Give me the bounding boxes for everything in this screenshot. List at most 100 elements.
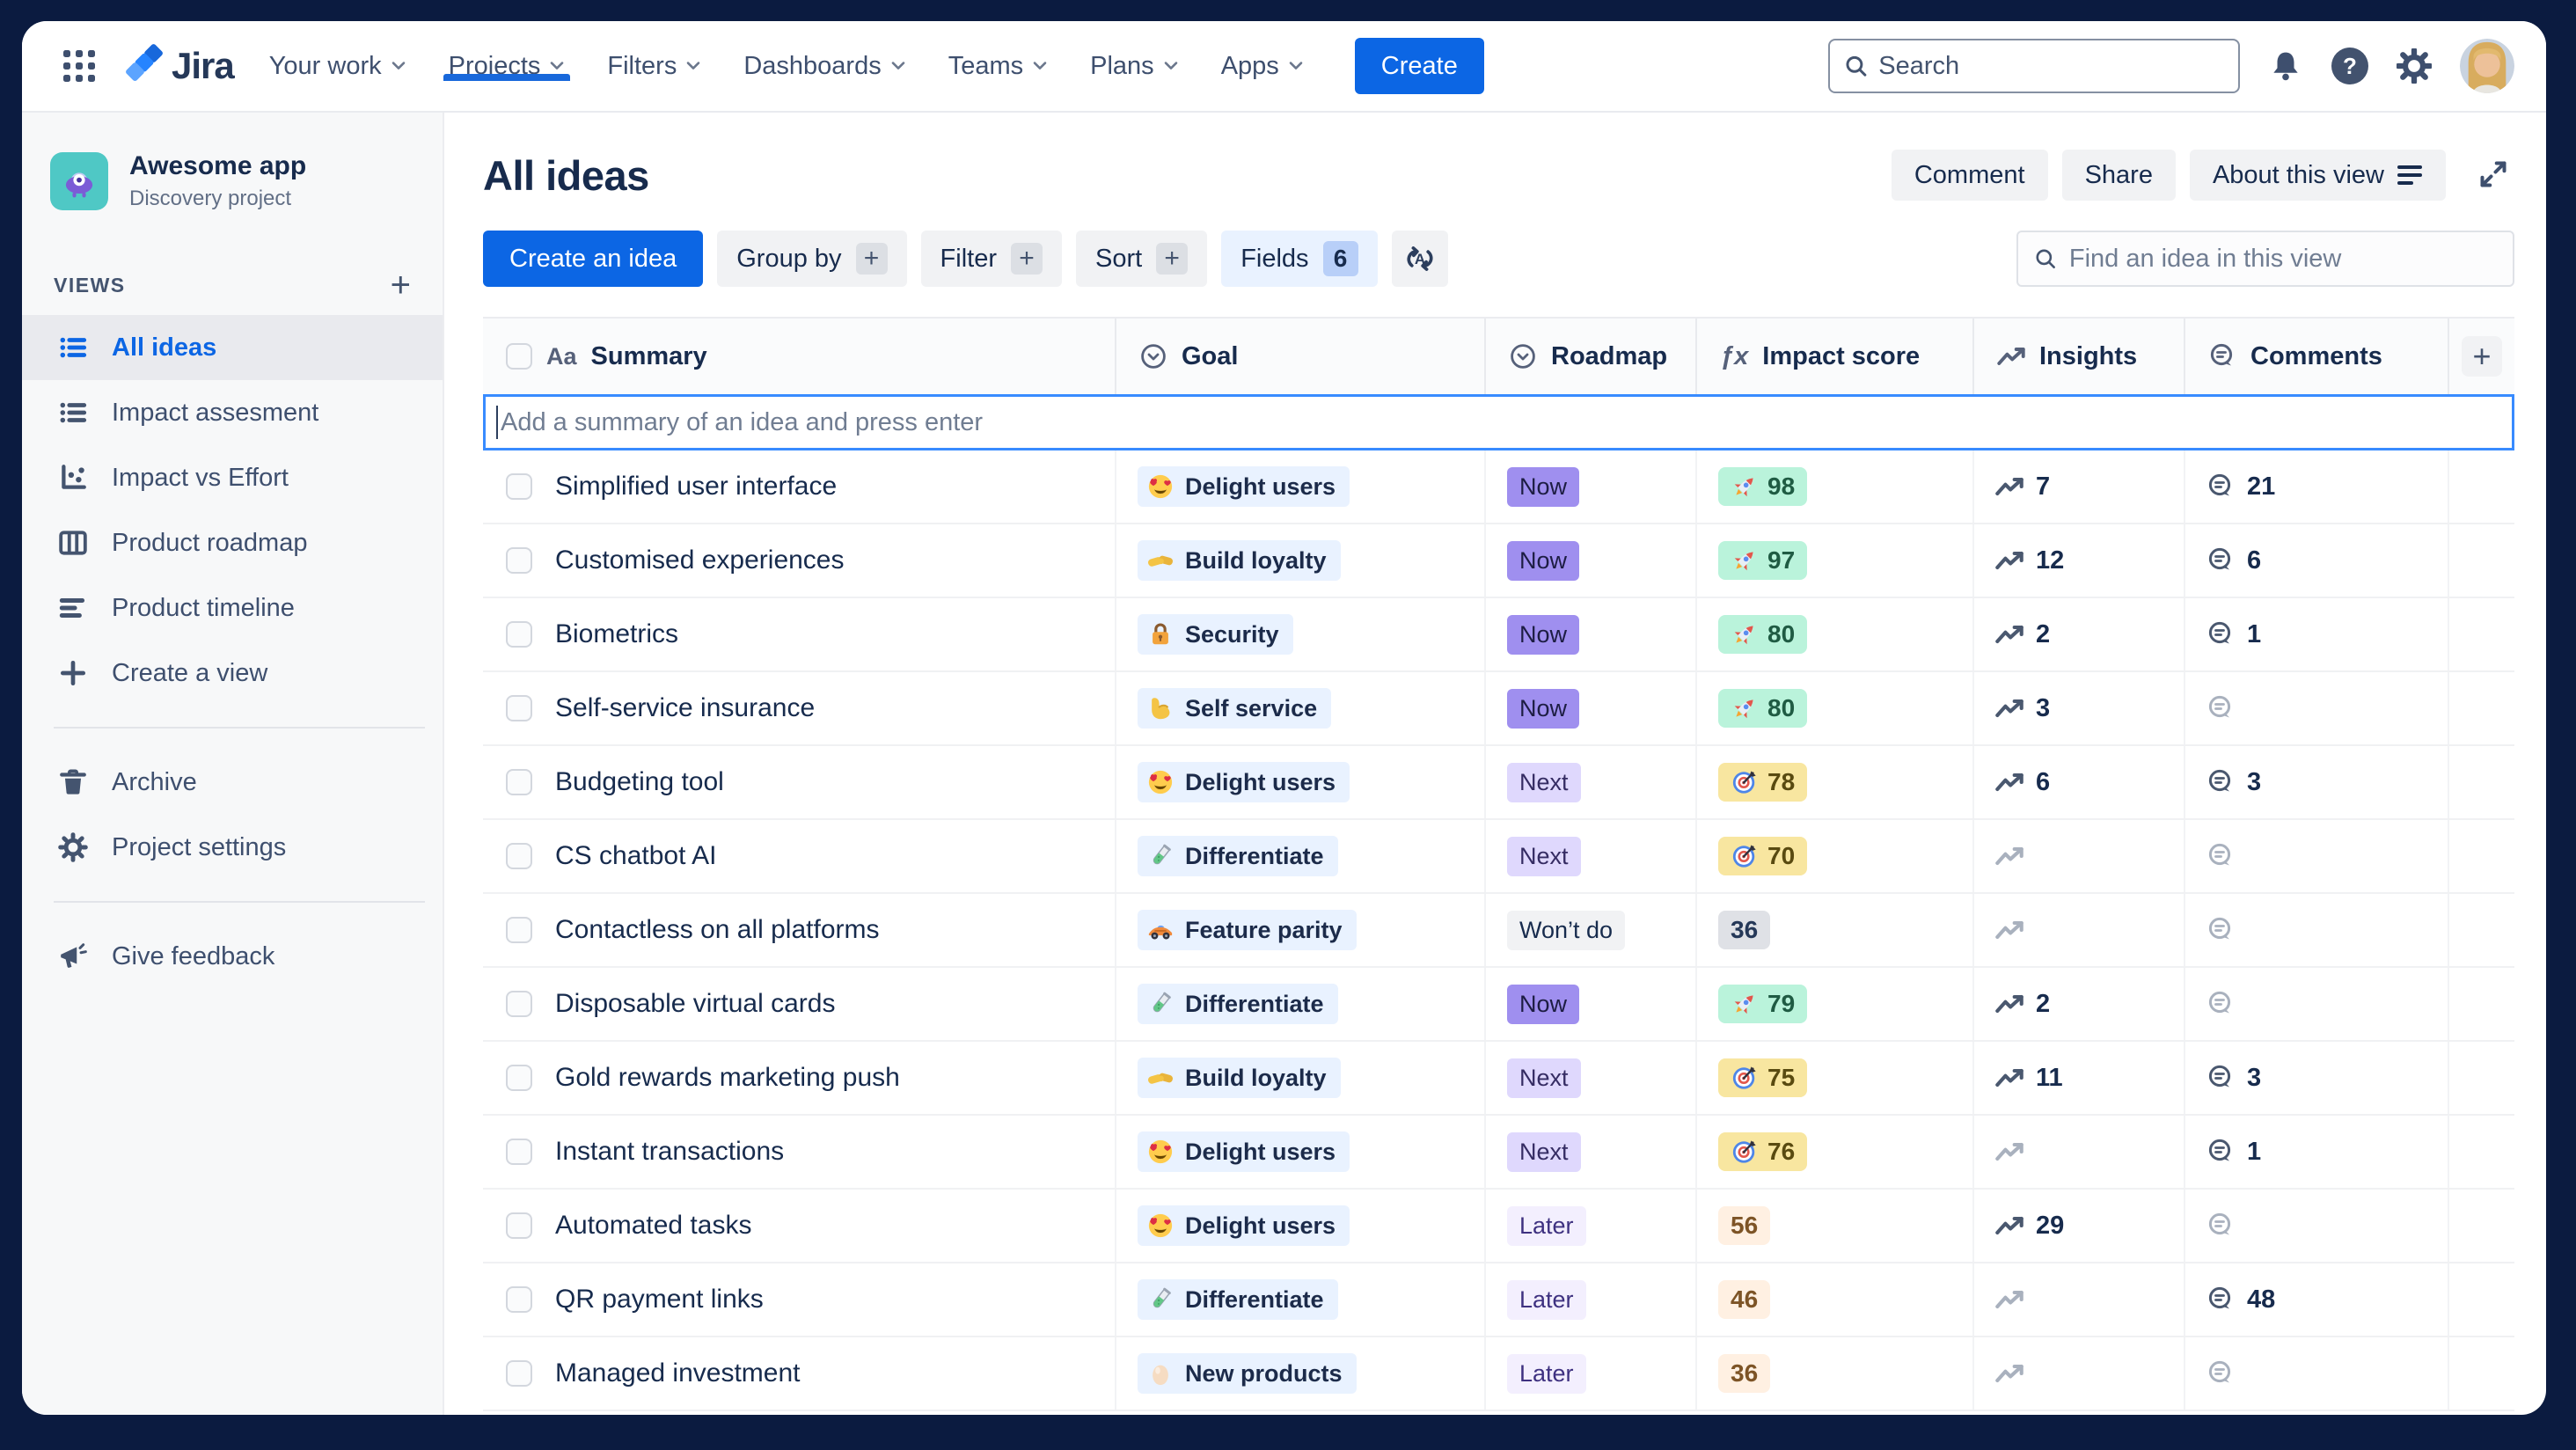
nav-apps[interactable]: Apps — [1221, 52, 1304, 81]
roadmap-chip[interactable]: Now — [1507, 540, 1580, 581]
impact-score-chip[interactable]: 76 — [1718, 1132, 1808, 1171]
sidebar-item-impact-vs-effort[interactable]: Impact vs Effort — [22, 445, 443, 510]
roadmap-chip[interactable]: Later — [1507, 1279, 1586, 1320]
column-header-goal[interactable]: Goal — [1116, 319, 1486, 394]
notifications-bell-icon[interactable] — [2266, 47, 2305, 85]
filter-button[interactable]: Filter + — [920, 231, 1062, 287]
sidebar-item-project-settings[interactable]: Project settings — [22, 815, 443, 880]
goal-chip[interactable]: Build loyalty — [1138, 1058, 1341, 1098]
impact-score-chip[interactable]: 80 — [1718, 689, 1808, 728]
goal-chip[interactable]: Build loyalty — [1138, 540, 1341, 581]
impact-score-chip[interactable]: 75 — [1718, 1058, 1808, 1097]
project-header[interactable]: Awesome app Discovery project — [22, 151, 443, 211]
sidebar-item-archive[interactable]: Archive — [22, 750, 443, 815]
fullscreen-expand-icon[interactable] — [2472, 154, 2514, 196]
roadmap-chip[interactable]: Next — [1507, 1131, 1581, 1172]
impact-score-chip[interactable]: 36 — [1718, 1354, 1771, 1393]
add-column-button[interactable]: + — [2462, 336, 2502, 377]
sort-button[interactable]: Sort + — [1076, 231, 1208, 287]
goal-chip[interactable]: Differentiate — [1138, 1279, 1338, 1320]
idea-row[interactable]: QR payment links Differentiate Later 46 48 — [483, 1263, 2514, 1337]
roadmap-chip[interactable]: Now — [1507, 614, 1580, 655]
row-checkbox[interactable] — [506, 1065, 532, 1091]
row-checkbox[interactable] — [506, 917, 532, 943]
idea-row[interactable]: Managed investment New products Later 36 — [483, 1337, 2514, 1411]
fields-button[interactable]: Fields 6 — [1221, 231, 1378, 287]
sidebar-item-product-roadmap[interactable]: Product roadmap — [22, 510, 443, 575]
goal-chip[interactable]: Delight users — [1138, 762, 1350, 802]
idea-row[interactable]: Self-service insurance Self service Now 80 3 — [483, 672, 2514, 746]
sidebar-item-give-feedback[interactable]: Give feedback — [22, 924, 443, 989]
sidebar-item-product-timeline[interactable]: Product timeline — [22, 575, 443, 641]
help-icon[interactable]: ? — [2331, 48, 2368, 84]
find-idea-search[interactable] — [2016, 231, 2514, 287]
row-checkbox[interactable] — [506, 547, 532, 574]
goal-chip[interactable]: Self service — [1138, 688, 1332, 729]
idea-row[interactable]: Customised experiences Build loyalty Now 97… — [483, 524, 2514, 598]
impact-score-chip[interactable]: 36 — [1718, 911, 1771, 949]
impact-score-chip[interactable]: 46 — [1718, 1280, 1771, 1319]
impact-score-chip[interactable]: 70 — [1718, 837, 1808, 875]
nav-filters[interactable]: Filters — [607, 52, 701, 81]
idea-row[interactable]: Biometrics Security Now 80 2 1 — [483, 598, 2514, 672]
jira-logo[interactable]: Jira — [124, 43, 235, 89]
roadmap-chip[interactable]: Later — [1507, 1205, 1586, 1246]
row-checkbox[interactable] — [506, 1286, 532, 1313]
goal-chip[interactable]: Differentiate — [1138, 836, 1338, 876]
find-idea-input[interactable] — [2068, 244, 2497, 274]
impact-score-chip[interactable]: 79 — [1718, 985, 1808, 1023]
select-all-checkbox[interactable] — [506, 343, 532, 370]
sort-alphabetical-icon[interactable]: A — [1391, 231, 1448, 287]
impact-score-chip[interactable]: 80 — [1718, 615, 1808, 654]
column-header-insights[interactable]: Insights — [1974, 319, 2185, 394]
row-checkbox[interactable] — [506, 1360, 532, 1387]
row-checkbox[interactable] — [506, 473, 532, 500]
goal-chip[interactable]: Delight users — [1138, 466, 1350, 507]
idea-row[interactable]: Contactless on all platforms Feature pari… — [483, 894, 2514, 968]
sidebar-item-impact-assesment[interactable]: Impact assesment — [22, 380, 443, 445]
app-switcher-icon[interactable] — [61, 48, 98, 84]
roadmap-chip[interactable]: Next — [1507, 762, 1581, 802]
sidebar-item-create-a-view[interactable]: Create a view — [22, 641, 443, 706]
row-checkbox[interactable] — [506, 621, 532, 648]
goal-chip[interactable]: Delight users — [1138, 1205, 1350, 1246]
comment-button[interactable]: Comment — [1891, 150, 2048, 201]
roadmap-chip[interactable]: Next — [1507, 836, 1581, 876]
idea-row[interactable]: Simplified user interface Delight users No… — [483, 450, 2514, 524]
goal-chip[interactable]: Feature parity — [1138, 910, 1357, 950]
user-avatar[interactable] — [2460, 39, 2514, 93]
create-an-idea-button[interactable]: Create an idea — [483, 231, 704, 287]
nav-teams[interactable]: Teams — [948, 52, 1048, 81]
about-this-view-button[interactable]: About this view — [2189, 150, 2446, 201]
sidebar-item-all-ideas[interactable]: All ideas — [22, 315, 443, 380]
idea-row[interactable]: Gold rewards marketing push Build loyalty… — [483, 1042, 2514, 1116]
row-checkbox[interactable] — [506, 1212, 532, 1239]
search-input[interactable] — [1878, 51, 2224, 81]
idea-row[interactable]: Instant transactions Delight users Next 76 1 — [483, 1116, 2514, 1190]
nav-dashboards[interactable]: Dashboards — [743, 52, 905, 81]
goal-chip[interactable]: New products — [1138, 1353, 1357, 1394]
impact-score-chip[interactable]: 98 — [1718, 467, 1808, 506]
column-header-roadmap[interactable]: Roadmap — [1486, 319, 1697, 394]
idea-row[interactable]: Disposable virtual cards Differentiate Now… — [483, 968, 2514, 1042]
row-checkbox[interactable] — [506, 769, 532, 795]
group-by-button[interactable]: Group by + — [717, 231, 907, 287]
impact-score-chip[interactable]: 56 — [1718, 1206, 1771, 1245]
row-checkbox[interactable] — [506, 991, 532, 1017]
roadmap-chip[interactable]: Later — [1507, 1353, 1586, 1394]
row-checkbox[interactable] — [506, 695, 532, 721]
roadmap-chip[interactable]: Now — [1507, 466, 1580, 507]
impact-score-chip[interactable]: 97 — [1718, 541, 1808, 580]
impact-score-chip[interactable]: 78 — [1718, 763, 1808, 802]
idea-row[interactable]: CS chatbot AI Differentiate Next 70 — [483, 820, 2514, 894]
goal-chip[interactable]: Delight users — [1138, 1131, 1350, 1172]
nav-your-work[interactable]: Your work — [269, 52, 406, 81]
create-button[interactable]: Create — [1354, 38, 1484, 94]
share-button[interactable]: Share — [2061, 150, 2176, 201]
goal-chip[interactable]: Differentiate — [1138, 984, 1338, 1024]
goal-chip[interactable]: Security — [1138, 614, 1293, 655]
column-header-impact-score[interactable]: ƒx Impact score — [1697, 319, 1974, 394]
roadmap-chip[interactable]: Won’t do — [1507, 910, 1626, 950]
column-header-comments[interactable]: Comments — [2185, 319, 2449, 394]
nav-projects[interactable]: Projects — [443, 52, 571, 81]
